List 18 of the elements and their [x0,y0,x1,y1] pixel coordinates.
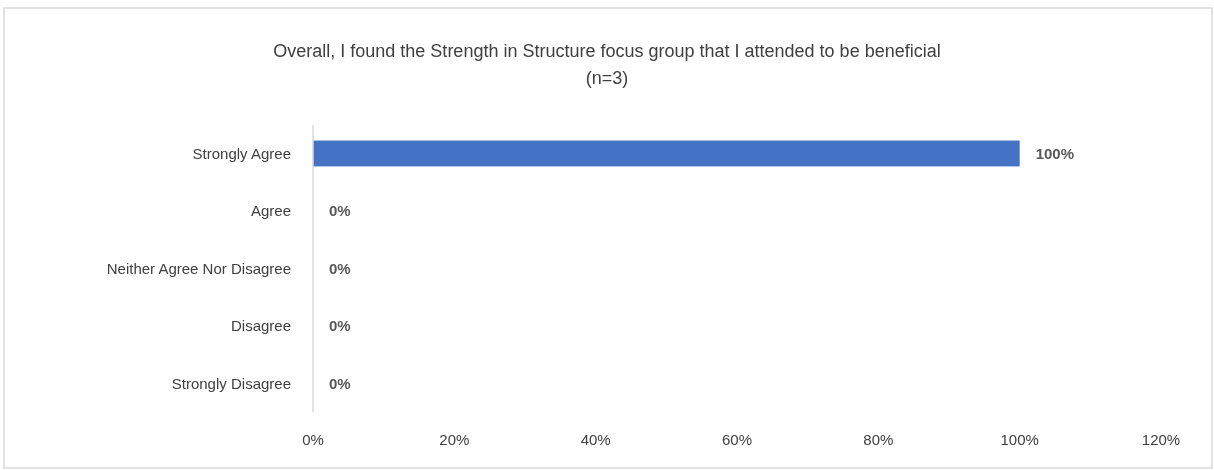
y-tick-label: Strongly Disagree [171,374,291,392]
data-label: 0% [329,317,351,335]
y-tick-label: Neither Agree Nor Disagree [106,259,291,277]
x-tick-label: 20% [439,431,470,449]
data-label: 0% [329,374,351,392]
data-label: 100% [1035,144,1075,162]
chart-title: Overall, I found the Strength in Structure focus group that I attended to be beneficial (n=3) [273,41,941,88]
data-label: 0% [329,202,351,220]
x-tick-label: 120% [1141,431,1181,449]
x-tick-label: 100% [1000,431,1039,449]
x-tick-label: 40% [580,431,611,449]
x-tick-label: 0% [302,431,324,449]
x-tick-label: 60% [721,431,753,449]
y-tick-label: Agree [250,202,291,220]
data-label: 0% [329,259,351,277]
y-tick-label: Disagree [230,317,291,335]
x-tick-label: 80% [863,431,894,449]
y-tick-label: Strongly Agree [192,144,291,162]
